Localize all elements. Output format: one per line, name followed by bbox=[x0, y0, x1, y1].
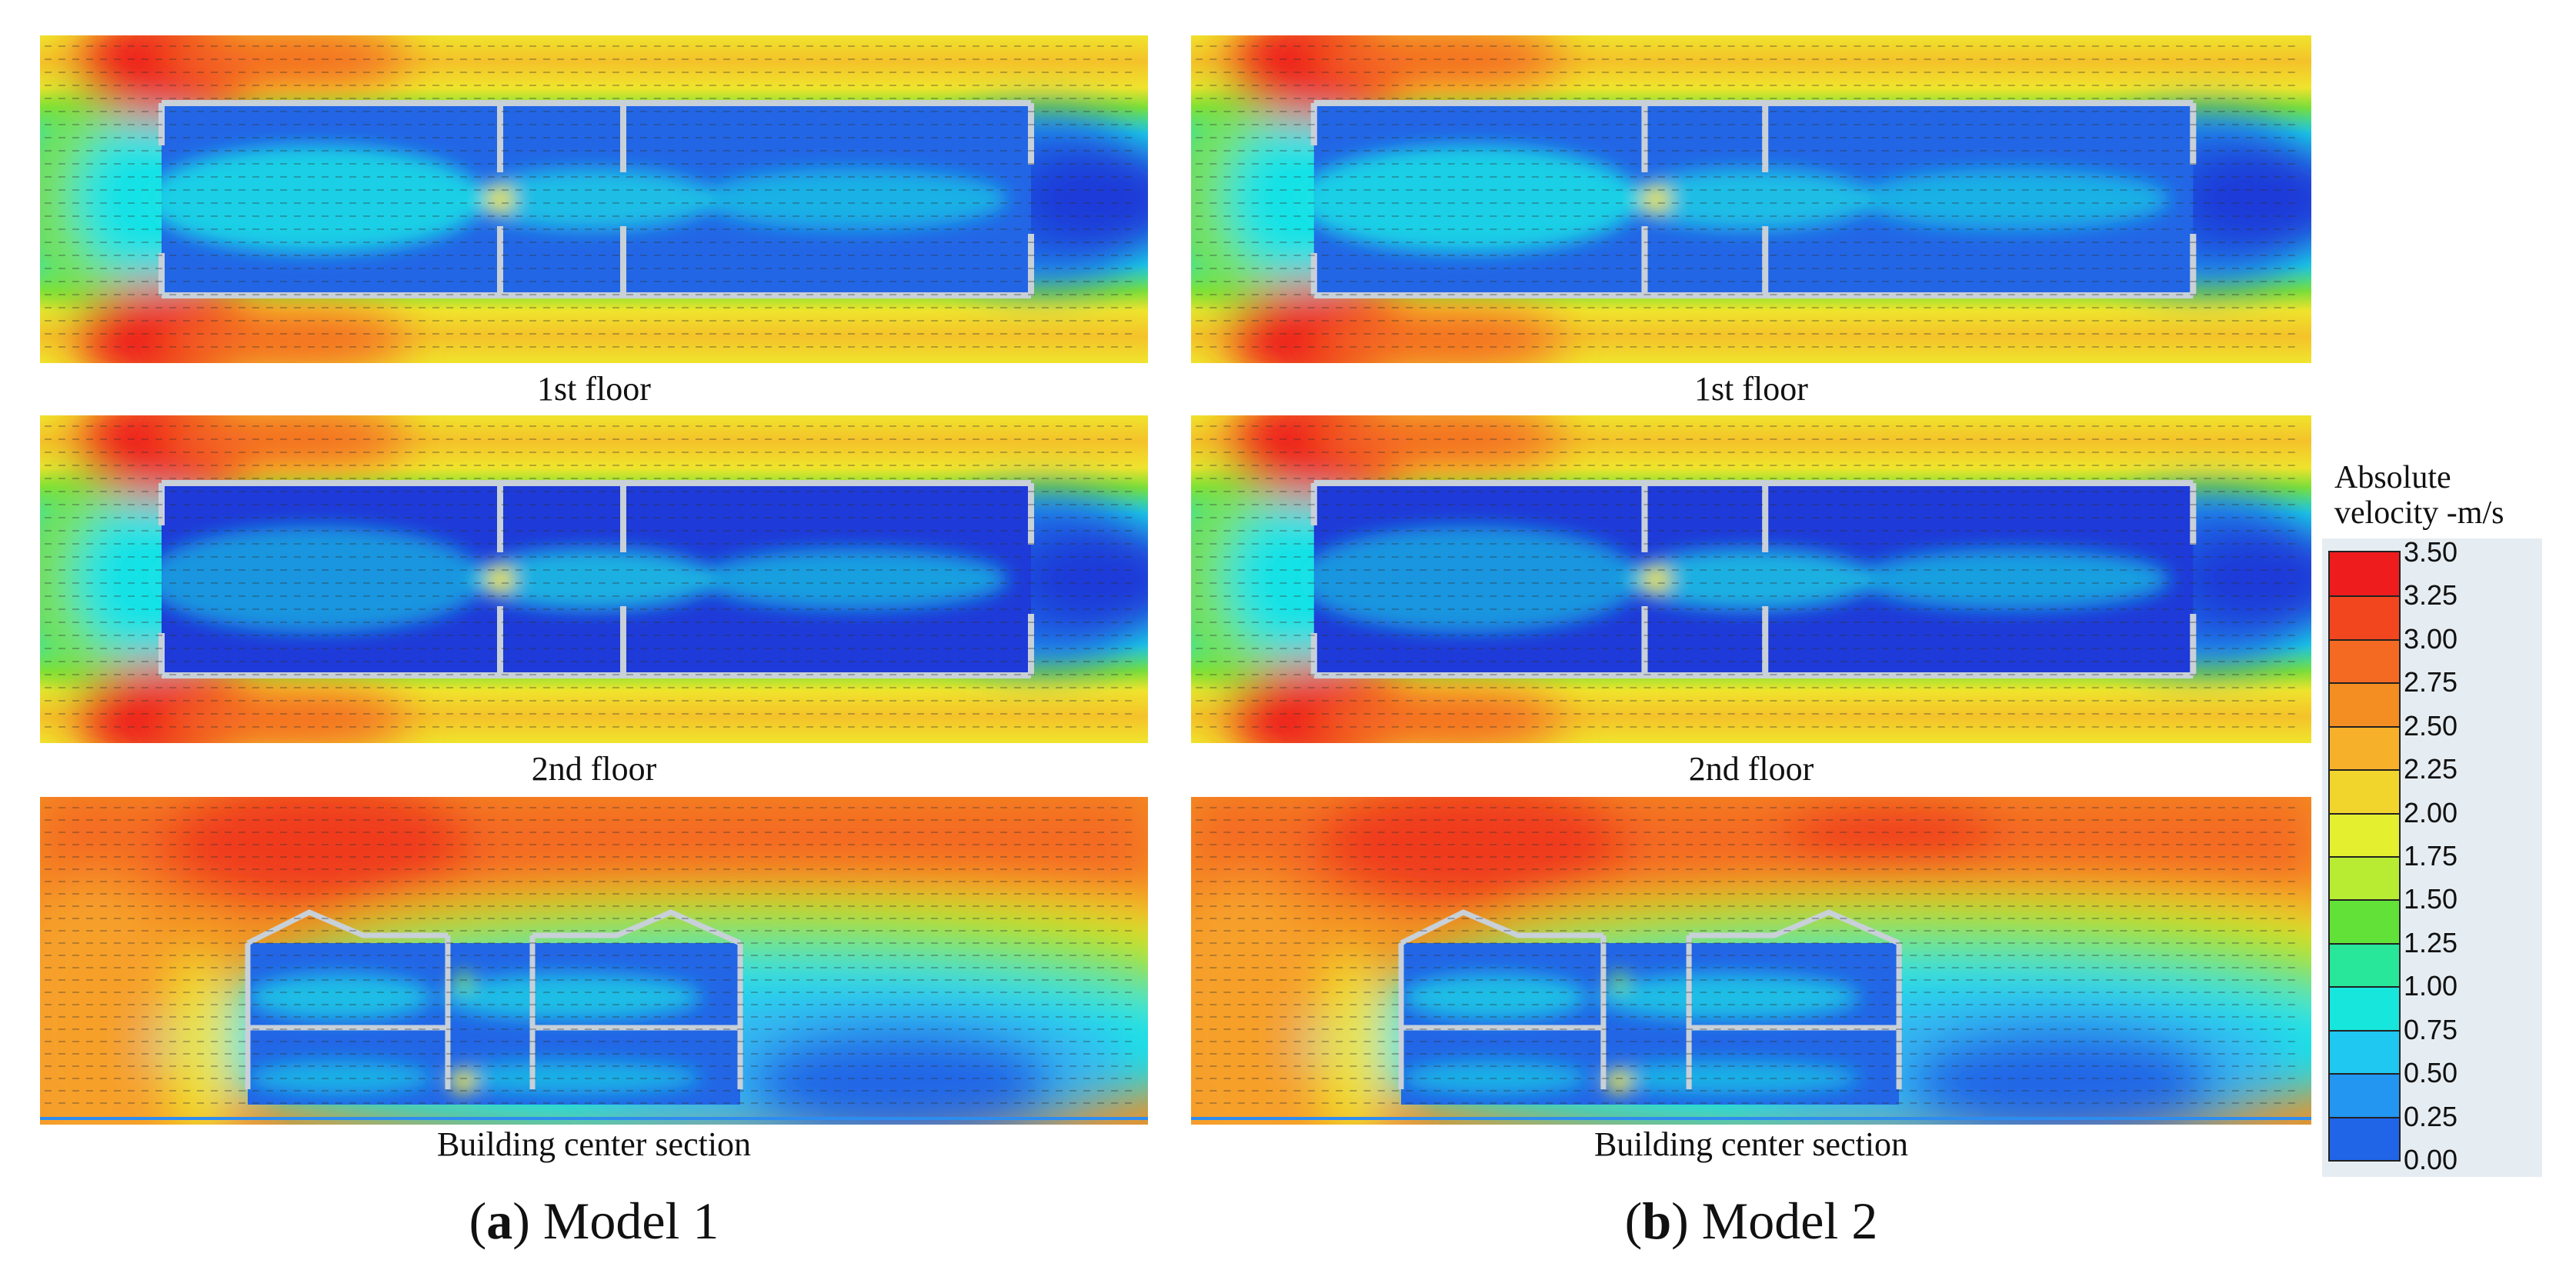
color-scale-tick-label: 2.00 bbox=[2404, 796, 2458, 828]
color-scale-tick-label: 1.75 bbox=[2404, 840, 2458, 872]
color-scale-band bbox=[2330, 942, 2399, 987]
model1-caption: (a) Model 1 bbox=[469, 1192, 719, 1250]
legend-title: Absolute velocity -m/s bbox=[2334, 460, 2504, 531]
model2-floor2-plot bbox=[1191, 415, 2311, 743]
color-scale-band bbox=[2330, 725, 2399, 770]
color-scale-tick-label: 3.00 bbox=[2404, 622, 2458, 655]
color-scale-band bbox=[2330, 638, 2399, 683]
color-scale-tick-label: 0.00 bbox=[2404, 1144, 2458, 1175]
color-scale-band bbox=[2330, 682, 2399, 726]
color-scale-tick-label: 0.75 bbox=[2404, 1013, 2458, 1045]
color-scale-band bbox=[2330, 986, 2399, 1030]
model2-floor1-plot bbox=[1191, 35, 2311, 363]
color-scale-band bbox=[2330, 595, 2399, 639]
model2-floor1-caption: 1st floor bbox=[1694, 370, 1808, 408]
model2-floor2-caption: 2nd floor bbox=[1688, 750, 1814, 788]
color-scale-band bbox=[2330, 1029, 2399, 1074]
model1-section-caption: Building center section bbox=[436, 1125, 752, 1163]
model1-floor2-caption: 2nd floor bbox=[531, 750, 657, 788]
model1-floor1-plot bbox=[40, 35, 1148, 363]
color-scale-band bbox=[2330, 812, 2399, 856]
color-scale-band bbox=[2330, 552, 2399, 596]
color-scale-tick-label: 1.25 bbox=[2404, 926, 2458, 958]
color-scale-tick-label: 1.50 bbox=[2404, 883, 2458, 915]
color-scale-tick-label: 2.50 bbox=[2404, 709, 2458, 742]
color-scale-tick-label: 2.25 bbox=[2404, 753, 2458, 785]
color-scale-band bbox=[2330, 1073, 2399, 1117]
color-scale-tick-label: 3.25 bbox=[2404, 579, 2458, 612]
color-scale-bar bbox=[2328, 551, 2401, 1162]
color-scale-tick-label: 0.25 bbox=[2404, 1100, 2458, 1132]
color-scale-band bbox=[2330, 899, 2399, 943]
color-scale-band bbox=[2330, 856, 2399, 900]
model2-caption: (b) Model 2 bbox=[1624, 1192, 1878, 1250]
color-scale-tick-label: 1.00 bbox=[2404, 970, 2458, 1002]
color-scale-tick-label: 0.50 bbox=[2404, 1057, 2458, 1089]
model2-section-plot bbox=[1191, 797, 2311, 1125]
model2-section-caption: Building center section bbox=[1593, 1125, 1909, 1163]
model1-section-plot bbox=[40, 797, 1148, 1125]
model1-floor2-plot bbox=[40, 415, 1148, 743]
color-scale-tick-label: 2.75 bbox=[2404, 666, 2458, 698]
color-scale-band bbox=[2330, 769, 2399, 813]
model1-floor1-caption: 1st floor bbox=[537, 370, 651, 408]
color-scale-band bbox=[2330, 1116, 2399, 1160]
color-scale-tick-label: 3.50 bbox=[2404, 536, 2458, 568]
